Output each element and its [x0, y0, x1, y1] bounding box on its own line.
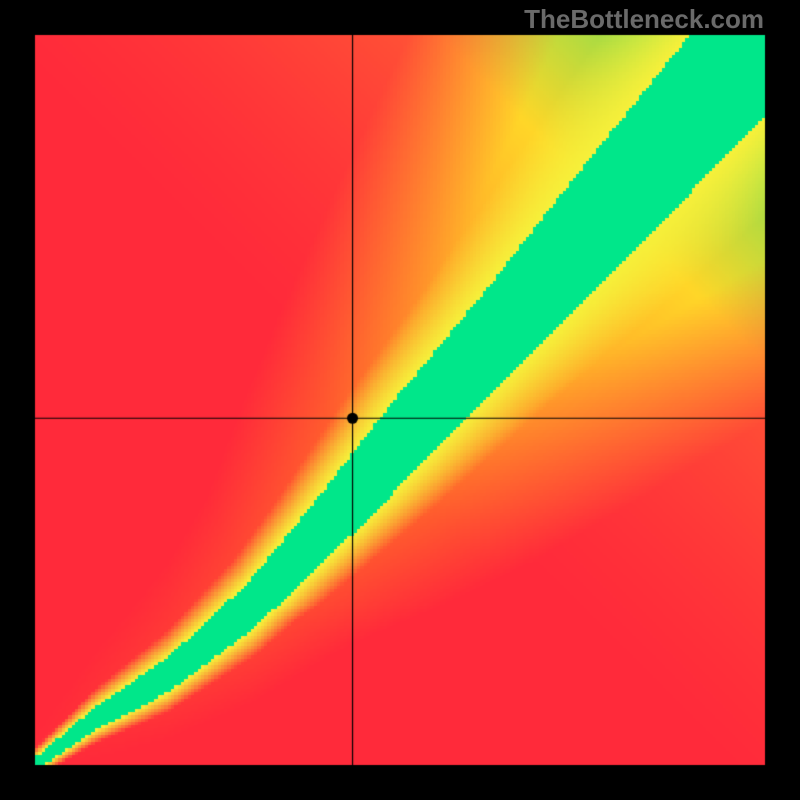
watermark-label: TheBottleneck.com — [524, 4, 764, 35]
bottleneck-heatmap-canvas — [0, 0, 800, 800]
chart-container: TheBottleneck.com — [0, 0, 800, 800]
